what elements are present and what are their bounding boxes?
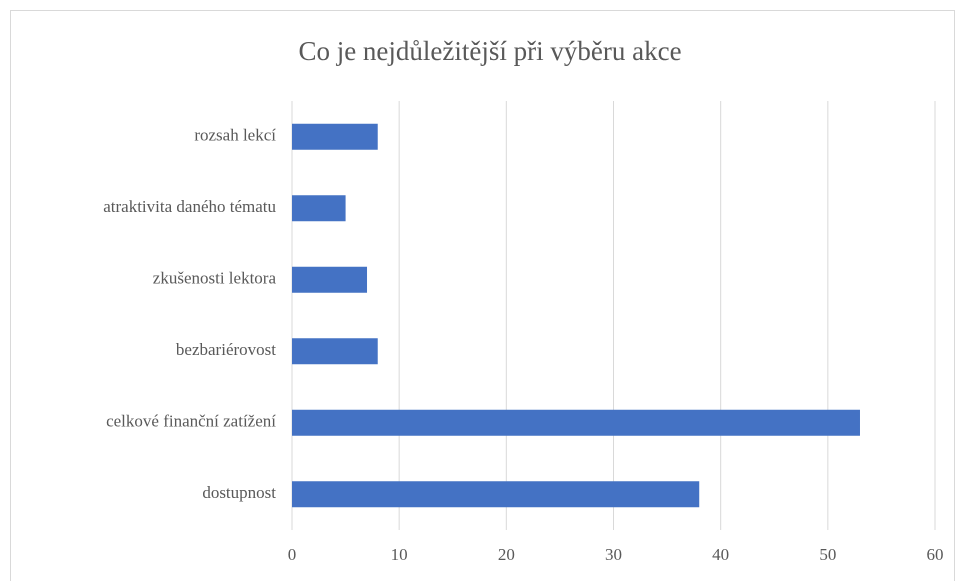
bar: [292, 266, 368, 293]
bar: [292, 338, 378, 365]
bar: [292, 195, 346, 222]
x-tick-label: 0: [288, 545, 297, 564]
chart-title: Co je nejdůležitější při výběru akce: [298, 36, 681, 66]
y-tick-label: dostupnost: [202, 483, 276, 502]
x-tick-label: 20: [498, 545, 515, 564]
bar: [292, 123, 378, 150]
y-tick-label: celkové finanční zatížení: [106, 412, 276, 431]
x-tick-label: 60: [927, 545, 944, 564]
x-tick-label: 30: [605, 545, 622, 564]
y-tick-label: atraktivita daného tématu: [103, 197, 276, 216]
y-tick-label: rozsah lekcí: [194, 126, 276, 145]
bar: [292, 481, 700, 508]
x-tick-label: 40: [712, 545, 729, 564]
y-tick-label: bezbariérovost: [176, 340, 276, 359]
bar: [292, 409, 860, 436]
y-tick-label: zkušenosti lektora: [153, 269, 277, 288]
x-tick-label: 50: [819, 545, 836, 564]
x-tick-label: 10: [391, 545, 408, 564]
